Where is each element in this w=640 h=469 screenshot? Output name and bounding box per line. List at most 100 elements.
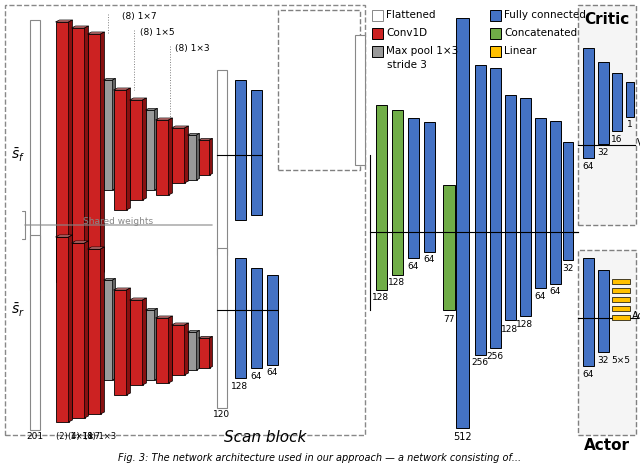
Polygon shape bbox=[113, 88, 131, 90]
Text: Fig. 3: The network architecture used in our approach — a network consisting of.: Fig. 3: The network architecture used in… bbox=[118, 453, 522, 463]
Bar bbox=[198, 338, 209, 368]
Polygon shape bbox=[127, 288, 131, 395]
Polygon shape bbox=[104, 78, 115, 80]
Polygon shape bbox=[154, 309, 157, 380]
Bar bbox=[217, 70, 227, 255]
Polygon shape bbox=[56, 235, 72, 237]
Text: 64: 64 bbox=[250, 372, 262, 381]
Text: 32: 32 bbox=[563, 264, 573, 273]
Polygon shape bbox=[145, 108, 157, 110]
Bar bbox=[490, 10, 501, 21]
Text: 16: 16 bbox=[611, 135, 623, 144]
Bar bbox=[392, 110, 403, 275]
Bar bbox=[490, 28, 501, 39]
Bar bbox=[612, 315, 630, 320]
Polygon shape bbox=[184, 126, 189, 183]
Polygon shape bbox=[156, 316, 173, 318]
Polygon shape bbox=[196, 134, 200, 180]
Text: 128: 128 bbox=[372, 293, 390, 302]
Bar bbox=[443, 185, 455, 310]
Bar bbox=[113, 290, 127, 395]
Text: Conv1D: Conv1D bbox=[386, 28, 427, 38]
Polygon shape bbox=[68, 20, 72, 282]
Text: Action: Action bbox=[632, 311, 640, 321]
Polygon shape bbox=[168, 118, 173, 195]
Text: 64: 64 bbox=[582, 370, 594, 379]
Bar bbox=[56, 22, 68, 282]
Polygon shape bbox=[127, 88, 131, 210]
Text: Max pool 1×3: Max pool 1×3 bbox=[386, 46, 458, 56]
Polygon shape bbox=[113, 279, 115, 380]
Bar bbox=[198, 140, 209, 175]
Bar bbox=[626, 82, 634, 117]
Text: 64: 64 bbox=[407, 262, 419, 271]
Text: $\boldsymbol{P}$: $\boldsymbol{P}$ bbox=[314, 20, 326, 36]
FancyBboxPatch shape bbox=[278, 10, 360, 170]
Bar bbox=[172, 325, 184, 375]
Polygon shape bbox=[129, 98, 147, 100]
Polygon shape bbox=[196, 331, 200, 370]
Bar bbox=[598, 270, 609, 352]
Bar bbox=[612, 297, 630, 302]
Bar bbox=[188, 135, 196, 180]
Bar bbox=[104, 80, 113, 190]
Bar bbox=[355, 35, 365, 165]
Bar bbox=[88, 34, 100, 274]
Bar bbox=[266, 275, 278, 365]
Text: $\bar{s}_r$: $\bar{s}_r$ bbox=[11, 302, 25, 318]
Text: stride 3: stride 3 bbox=[387, 60, 427, 70]
Bar bbox=[372, 10, 383, 21]
Polygon shape bbox=[84, 26, 88, 278]
Text: Shared weights: Shared weights bbox=[83, 217, 153, 226]
Polygon shape bbox=[113, 78, 115, 190]
Bar bbox=[582, 258, 593, 366]
FancyBboxPatch shape bbox=[578, 5, 636, 225]
Text: 64: 64 bbox=[423, 255, 435, 264]
Text: 256: 256 bbox=[486, 352, 504, 361]
Bar bbox=[520, 98, 531, 316]
Text: (2) 1×11: (2) 1×11 bbox=[56, 432, 93, 441]
Polygon shape bbox=[198, 336, 212, 338]
Polygon shape bbox=[56, 20, 72, 22]
Text: Linear: Linear bbox=[504, 46, 536, 56]
Text: 128: 128 bbox=[501, 325, 518, 334]
Polygon shape bbox=[209, 138, 212, 175]
Polygon shape bbox=[172, 126, 189, 128]
Polygon shape bbox=[184, 323, 189, 375]
Polygon shape bbox=[100, 32, 104, 274]
Text: Concatenated: Concatenated bbox=[504, 28, 577, 38]
Text: (8) 1×7: (8) 1×7 bbox=[122, 12, 157, 21]
Text: 512: 512 bbox=[452, 432, 471, 442]
Bar bbox=[372, 46, 383, 57]
Polygon shape bbox=[84, 241, 88, 418]
Polygon shape bbox=[168, 316, 173, 383]
Text: 128: 128 bbox=[516, 320, 534, 329]
Text: 64: 64 bbox=[266, 368, 278, 377]
Text: (4) 1×7: (4) 1×7 bbox=[68, 432, 100, 441]
Bar bbox=[376, 105, 387, 290]
Text: (8) 1×5: (8) 1×5 bbox=[140, 28, 175, 37]
Polygon shape bbox=[100, 247, 104, 414]
Bar bbox=[250, 268, 262, 368]
Bar bbox=[550, 121, 561, 284]
Bar bbox=[474, 65, 486, 355]
Bar bbox=[88, 249, 100, 414]
Bar bbox=[145, 110, 154, 190]
Polygon shape bbox=[113, 288, 131, 290]
Bar bbox=[534, 118, 545, 288]
Bar bbox=[490, 46, 501, 57]
Polygon shape bbox=[88, 247, 104, 249]
Text: Flattened: Flattened bbox=[386, 10, 435, 20]
Bar bbox=[156, 120, 168, 195]
Text: 32: 32 bbox=[597, 356, 609, 365]
Polygon shape bbox=[209, 336, 212, 368]
Polygon shape bbox=[188, 331, 200, 332]
Polygon shape bbox=[143, 98, 147, 200]
Polygon shape bbox=[104, 279, 115, 280]
Bar bbox=[145, 310, 154, 380]
Bar bbox=[156, 318, 168, 383]
Bar bbox=[217, 248, 227, 408]
Text: 64: 64 bbox=[534, 292, 546, 301]
Text: 64: 64 bbox=[582, 162, 594, 171]
Text: Critic: Critic bbox=[584, 12, 630, 27]
